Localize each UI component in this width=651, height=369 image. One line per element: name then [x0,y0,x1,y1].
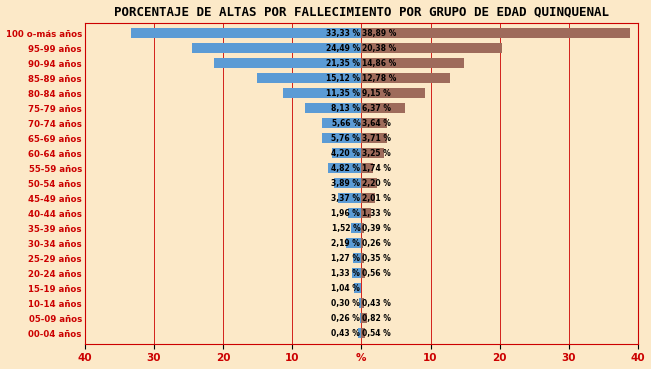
Text: 6,37 %: 6,37 % [363,104,391,113]
Text: 0,26 %: 0,26 % [363,239,391,248]
Text: 5,66 %: 5,66 % [331,118,360,128]
Bar [361,253,364,263]
Text: 0,82 %: 0,82 % [363,314,391,323]
Text: 1,74 %: 1,74 % [363,163,391,173]
Text: 11,35 %: 11,35 % [326,89,360,97]
Bar [353,253,361,263]
Text: 0,35 %: 0,35 % [363,254,391,263]
Text: 1,27 %: 1,27 % [331,254,360,263]
Bar [351,223,361,234]
Text: 0,56 %: 0,56 % [363,269,391,278]
Bar [361,103,406,113]
Bar [361,268,365,279]
Text: 3,71 %: 3,71 % [363,134,391,142]
Text: 0,43 %: 0,43 % [331,329,360,338]
Bar [338,193,361,203]
Text: 5,76 %: 5,76 % [331,134,360,142]
Text: 0,54 %: 0,54 % [363,329,391,338]
Text: 12,78 %: 12,78 % [363,73,396,83]
Bar [361,208,370,218]
Text: 1,33 %: 1,33 % [331,269,360,278]
Bar [359,328,361,338]
Bar [332,148,361,158]
Text: 33,33 %: 33,33 % [326,28,360,38]
Bar [283,88,361,98]
Text: 9,15 %: 9,15 % [363,89,391,97]
Text: 2,19 %: 2,19 % [331,239,360,248]
Bar [361,223,364,234]
Bar [322,118,361,128]
Text: 2,01 %: 2,01 % [363,194,391,203]
Bar [361,163,374,173]
Text: 8,13 %: 8,13 % [331,104,360,113]
Bar [361,43,503,53]
Bar [256,73,361,83]
Bar [352,268,361,279]
Bar [361,238,363,248]
Bar [361,313,367,324]
Bar [346,238,361,248]
Text: 0,39 %: 0,39 % [363,224,391,232]
Bar [348,208,361,218]
Text: 3,64 %: 3,64 % [363,118,391,128]
Bar [359,313,361,324]
Bar [361,328,365,338]
Bar [328,163,361,173]
Text: 1,33 %: 1,33 % [363,208,391,218]
Bar [214,58,361,68]
Text: 3,37 %: 3,37 % [331,194,360,203]
Bar [131,28,361,38]
Text: 0,26 %: 0,26 % [331,314,360,323]
Bar [361,28,630,38]
Bar [361,118,387,128]
Bar [361,73,450,83]
Bar [305,103,361,113]
Text: 24,49 %: 24,49 % [326,44,360,52]
Bar [361,148,384,158]
Bar [361,133,387,143]
Text: 15,12 %: 15,12 % [326,73,360,83]
Text: 4,20 %: 4,20 % [331,149,360,158]
Text: 2,20 %: 2,20 % [363,179,391,187]
Text: 3,25 %: 3,25 % [363,149,391,158]
Text: 38,89 %: 38,89 % [363,28,396,38]
Text: 21,35 %: 21,35 % [326,59,360,68]
Text: 1,96 %: 1,96 % [331,208,360,218]
Bar [361,88,424,98]
Bar [361,178,376,188]
Bar [361,193,375,203]
Text: 3,89 %: 3,89 % [331,179,360,187]
Bar [335,178,361,188]
Bar [192,43,361,53]
Text: 14,86 %: 14,86 % [363,59,396,68]
Text: 4,82 %: 4,82 % [331,163,360,173]
Bar [359,298,361,308]
Text: 1,04 %: 1,04 % [331,284,360,293]
Text: 1,52 %: 1,52 % [331,224,360,232]
Bar [354,283,361,293]
Title: PORCENTAJE DE ALTAS POR FALLECIMIENTO POR GRUPO DE EDAD QUINQUENAL: PORCENTAJE DE ALTAS POR FALLECIMIENTO PO… [114,6,609,18]
Text: 0,30 %: 0,30 % [331,299,360,308]
Bar [322,133,361,143]
Bar [361,298,365,308]
Text: 0,43 %: 0,43 % [363,299,391,308]
Text: 20,38 %: 20,38 % [363,44,396,52]
Bar [361,58,464,68]
